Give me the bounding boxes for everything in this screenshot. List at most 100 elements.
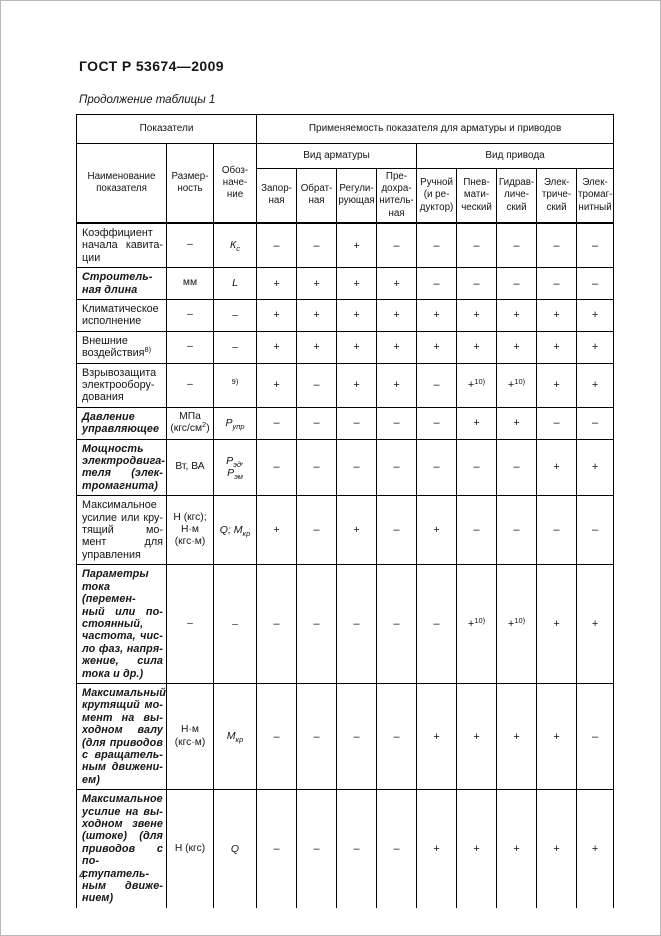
row-name-line: управляющее: [82, 423, 160, 436]
row-name-line: электрообору-: [82, 379, 155, 391]
row-name-line: теля (элек-: [82, 467, 163, 480]
dimension-cell: МПа (кгс/см2): [166, 406, 214, 440]
row-name-line: ем): [82, 773, 100, 786]
value-cell: +: [576, 330, 615, 364]
row-name-line: дования: [82, 391, 124, 404]
value-cell: +: [576, 789, 615, 908]
value-cell: –: [576, 267, 615, 300]
row-name-line: Строитель-: [82, 271, 153, 284]
row-name-line: Климатическое: [82, 302, 159, 315]
value-cell: –: [376, 438, 418, 497]
value-cell: +: [456, 682, 498, 791]
row-name-line: с вращатель-: [82, 748, 163, 761]
value-cell: –: [576, 495, 615, 566]
row-name-cell: Параметры тока (перемен-ный или по-стоянн…: [76, 564, 167, 684]
value-cell: +: [536, 438, 578, 497]
value-cell: +: [296, 330, 338, 364]
designation-cell: –: [212, 564, 258, 684]
row-name-cell: Максимальное усилие на вы-ходном звене (шт…: [76, 789, 167, 908]
value-cell: –: [296, 222, 338, 269]
row-name-line: нием): [82, 892, 114, 905]
value-cell: +10): [456, 362, 498, 408]
header-applicability: Применяемость показателя для арматуры и …: [256, 114, 615, 144]
header-row-subgroups: Наименование показателя Размер- ность Об…: [76, 142, 615, 224]
row-name-line: ходном валу: [82, 724, 163, 737]
value-cell: +: [576, 362, 615, 408]
value-cell: +: [296, 267, 338, 300]
row-name-line: электродвига-: [82, 455, 166, 468]
value-cell: +: [416, 495, 458, 566]
row-name-line: (штоке) (для: [82, 830, 163, 843]
col-header-valve-safety: Пре- дохра- нитель- ная: [376, 167, 418, 224]
value-cell: –: [296, 789, 338, 908]
value-cell: +: [536, 298, 578, 332]
table-row: Параметры тока (перемен-ный или по-стоянн…: [76, 564, 615, 684]
col-header-valve-control: Регули- рующая: [336, 167, 378, 224]
col-header-valve-shutoff: Запор- ная: [256, 167, 298, 224]
value-cell: –: [416, 267, 458, 300]
row-name-line: частота, чис-: [82, 630, 163, 643]
value-cell: +: [576, 438, 615, 497]
value-cell: +: [376, 330, 418, 364]
value-cell: –: [456, 438, 498, 497]
value-cell: +: [456, 298, 498, 332]
designation-cell: Рэд, Рэм: [212, 438, 258, 497]
dimension-cell: Н (кгс): [166, 789, 214, 908]
value-cell: +: [376, 298, 418, 332]
row-name-line: ходном звене: [82, 818, 163, 830]
row-name-cell: Строитель-ная длина: [76, 267, 167, 300]
value-cell: –: [336, 564, 378, 684]
designation-cell: 9): [212, 362, 258, 408]
value-cell: –: [496, 267, 538, 300]
value-cell: +: [416, 682, 458, 791]
dimension-cell: –: [166, 330, 214, 364]
col-header-drive-electromagnetic: Элек- тромаг- нитный: [576, 167, 615, 224]
header-drive-type-group: Вид привода: [416, 143, 615, 169]
value-cell: +: [496, 406, 538, 440]
designation-cell: Рупр: [212, 406, 258, 440]
row-name-line: начала кавита-: [82, 239, 163, 252]
value-cell: –: [296, 438, 338, 497]
table-row: Давление управляющее МПа (кгс/см2) Рупр – – – – –…: [76, 406, 615, 440]
table-row: Мощность электродвига-теля (элек-тромагни…: [76, 438, 615, 497]
value-cell: +: [256, 495, 298, 566]
designation-cell: Кс: [212, 222, 258, 269]
value-cell: –: [296, 495, 338, 566]
value-cell: +: [416, 298, 458, 332]
value-cell: –: [376, 406, 418, 440]
row-name-line: ная длина: [82, 283, 138, 296]
row-name-cell: Климатическое исполнение: [76, 298, 167, 332]
row-name-line: крутящий мо-: [82, 699, 163, 712]
value-cell: –: [296, 564, 338, 684]
designation-cell: Q; Мкр: [212, 495, 258, 566]
value-cell: –: [296, 406, 338, 440]
value-cell: +: [496, 298, 538, 332]
value-cell: –: [496, 438, 538, 497]
row-name-line: ции: [82, 251, 101, 264]
value-cell: –: [576, 682, 615, 791]
value-cell: +10): [496, 564, 538, 684]
dimension-cell: –: [166, 564, 214, 684]
value-cell: –: [376, 682, 418, 791]
row-name-line: ступатель-: [82, 867, 150, 880]
value-cell: –: [256, 406, 298, 440]
value-cell: +: [336, 267, 378, 300]
value-cell: –: [536, 222, 578, 269]
designation-cell: –: [212, 298, 258, 332]
row-name-cell: Взрывозащита электрообору-дования: [76, 362, 167, 408]
dimension-cell: Н (кгс); Н·м (кгс·м): [166, 495, 214, 566]
table-caption: Продолжение таблицы 1: [79, 94, 216, 106]
doc-number: ГОСТ Р 53674—2009: [79, 58, 224, 74]
value-cell: +: [296, 298, 338, 332]
value-cell: +: [336, 330, 378, 364]
value-cell: –: [256, 564, 298, 684]
value-cell: +: [256, 330, 298, 364]
value-cell: –: [536, 406, 578, 440]
value-cell: +: [376, 267, 418, 300]
table-row: Внешние воздействия8) – – + + + + + + + + +: [76, 330, 615, 364]
value-cell: –: [336, 438, 378, 497]
row-name-cell: Внешние воздействия8): [76, 330, 167, 364]
row-name-line: Параметры: [82, 568, 149, 581]
value-cell: +10): [456, 564, 498, 684]
value-cell: –: [296, 362, 338, 408]
